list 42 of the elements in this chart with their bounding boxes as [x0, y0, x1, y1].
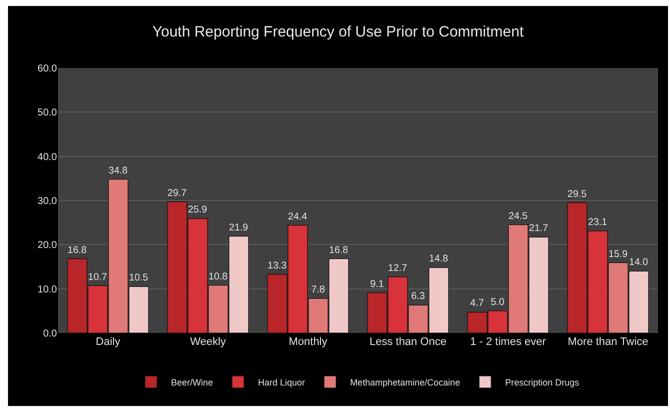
data-label: 14.8	[429, 254, 448, 265]
y-tick-label: 50.0	[38, 108, 58, 119]
y-tick-label: 0.0	[43, 328, 58, 340]
data-label: 16.8	[329, 244, 348, 256]
data-label: 13.3	[268, 260, 287, 272]
data-label: 15.9	[608, 248, 628, 260]
data-label: 10.5	[129, 272, 149, 284]
x-tick-label: Monthly	[288, 336, 328, 348]
data-label: 21.7	[529, 223, 548, 234]
data-label: 12.7	[388, 262, 408, 274]
data-label: 29.5	[568, 188, 588, 200]
x-tick-label: Daily	[96, 336, 121, 348]
data-label: 25.9	[188, 204, 208, 216]
legend-label: Hard Liquor	[258, 377, 306, 388]
data-label: 5.0	[490, 296, 505, 308]
data-label: 16.8	[68, 244, 87, 256]
data-label: 34.8	[108, 165, 128, 176]
legend-label: Beer/Wine	[171, 377, 214, 388]
data-label: 23.1	[588, 217, 608, 228]
y-tick-label: 20.0	[38, 240, 58, 252]
y-tick-label: 10.0	[38, 284, 58, 296]
data-label: 29.7	[168, 188, 187, 199]
data-label: 10.7	[88, 272, 108, 283]
data-label: 6.3	[411, 291, 426, 302]
y-tick-label: 30.0	[38, 196, 58, 207]
data-label: 9.1	[370, 278, 384, 290]
x-tick-label: Less than Once	[369, 336, 447, 348]
data-label: 7.8	[311, 284, 326, 296]
y-tick-label: 40.0	[38, 152, 58, 163]
chart-title: Youth Reporting Frequency of Use Prior to Commitment	[152, 24, 524, 40]
x-tick-label: Weekly	[190, 336, 226, 348]
data-label: 14.0	[629, 257, 649, 268]
data-label: 21.9	[229, 222, 248, 234]
data-label: 10.8	[208, 271, 228, 282]
legend-label: Methamphetamine/Cocaine	[350, 377, 460, 388]
data-label: 24.5	[508, 210, 528, 222]
data-label: 24.4	[288, 211, 308, 222]
x-tick-label: More than Twice	[568, 336, 648, 348]
data-label: 4.7	[470, 298, 484, 310]
x-tick-label: 1 - 2 times ever	[470, 336, 546, 348]
y-tick-label: 60.0	[38, 64, 58, 74]
legend-label: Prescription Drugs	[505, 377, 580, 388]
